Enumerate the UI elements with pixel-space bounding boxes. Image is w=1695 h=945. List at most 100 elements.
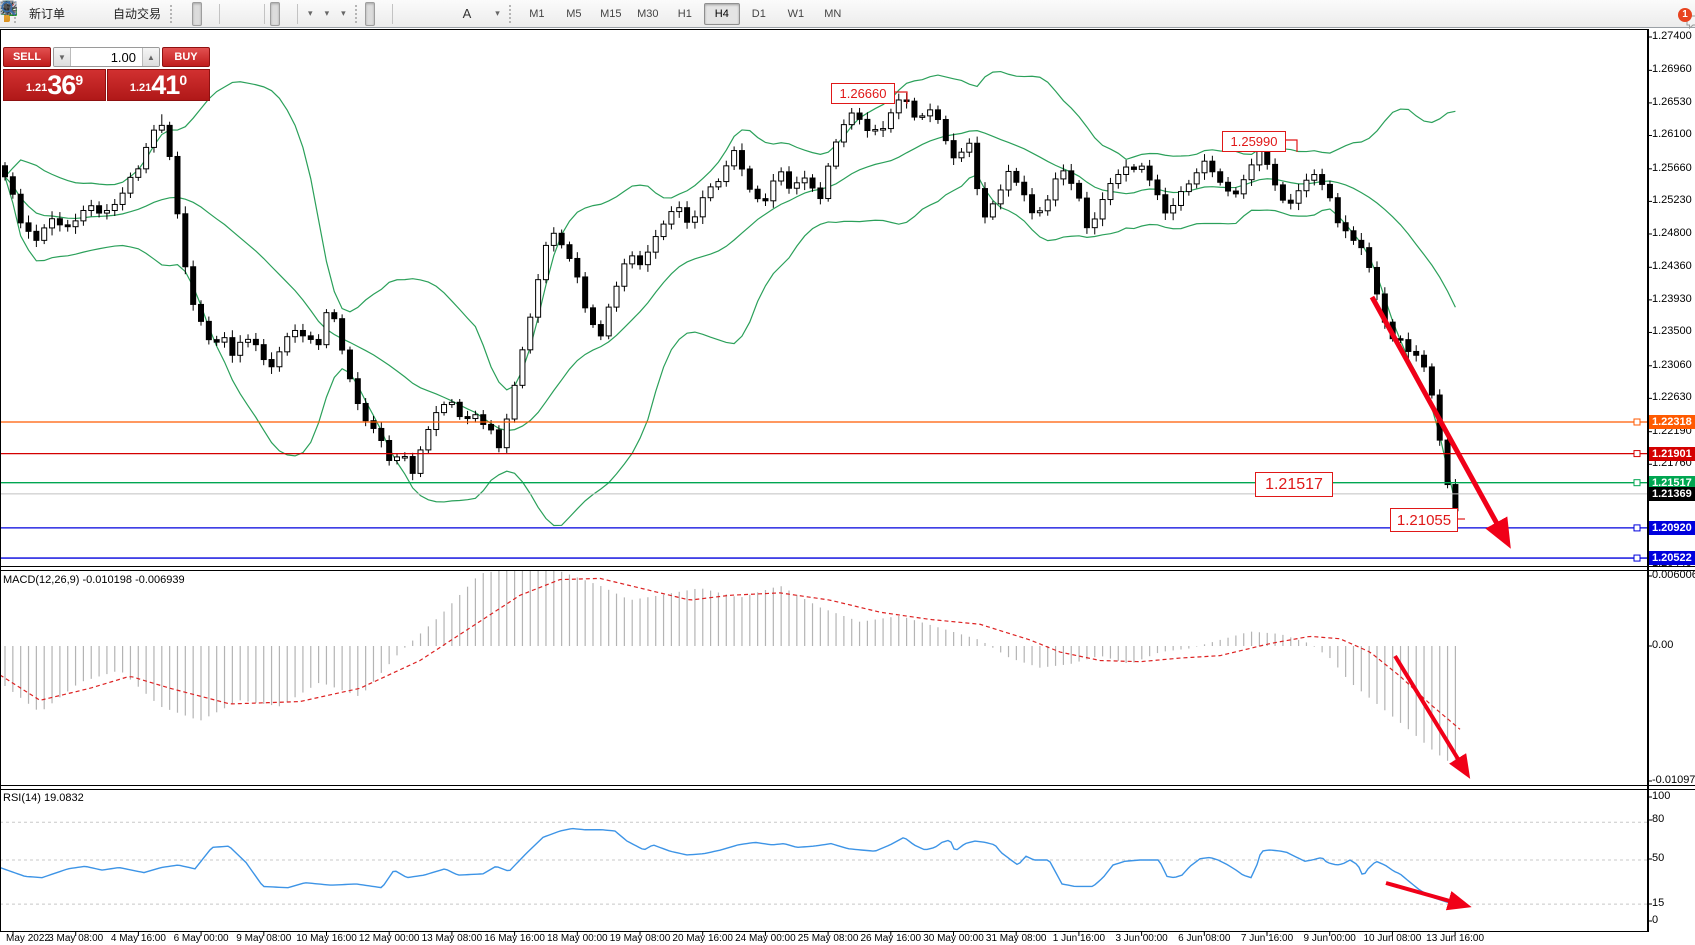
timeframe-m1[interactable]: M1 [529,7,545,20]
candle-down [1029,194,1036,214]
candle-up [519,349,526,386]
timeframe-m30[interactable]: M30 [637,7,659,20]
trendline-tool[interactable] [1,1,432,26]
candle-down [205,320,212,341]
candle-up [80,209,87,222]
trend-arrow-main [1369,295,1511,549]
candle-up [292,329,299,338]
toolbar-grip [508,4,515,23]
candle-down [339,318,346,351]
candle-up [221,337,228,343]
price-tag-1.20522: 1.20522 [1649,551,1695,566]
candle-up [394,456,400,461]
time-axis-label: 20 May 16:00 [672,933,733,944]
price-axis-label: 1.23500 [1652,325,1692,338]
buy-button[interactable]: BUY [162,47,210,67]
candle-up [1123,166,1130,175]
candle-up [323,312,330,346]
candle-up [503,418,510,449]
timeframe-m15[interactable]: M15 [600,7,622,20]
hline-handle [1633,418,1641,426]
price-callout-1.25990[interactable]: 1.25990 [1222,131,1286,152]
price-axis-label: 1.26100 [1652,128,1692,141]
candle-down [1021,181,1028,196]
volume-field[interactable]: 1.00 [110,49,136,65]
sell-price-prefix: 1.21 [25,82,48,94]
buy-price-big: 41 [151,70,180,100]
candle-up [715,181,722,188]
candle-up [111,203,118,211]
timeframe-d1[interactable]: D1 [751,7,766,20]
candle-down [268,359,275,368]
candle-down [456,401,463,418]
candle-up [1303,179,1310,192]
candle-up [707,186,714,199]
candle-up [840,124,847,143]
macd-label: MACD(12,26,9) -0.010198 -0.006939 [3,574,185,586]
candle-up [833,141,840,167]
candle-down [1358,239,1365,249]
dropdown-caret: ▾ [341,8,346,18]
candle-up [1052,178,1059,201]
candle-down [25,222,32,232]
candle-down [934,109,941,121]
timeframe-mn[interactable]: MN [824,7,842,20]
candle-down [252,338,259,346]
bb-lower [4,174,1456,527]
volume-increase-button[interactable]: ▲ [142,48,159,66]
candle-down [1319,174,1326,185]
candle-up [284,336,291,353]
candle-down [370,420,377,429]
price-tag-1.21517: 1.21517 [1649,475,1695,490]
sell-button[interactable]: SELL [3,47,51,67]
candle-up [801,177,808,184]
price-tag-1.20920: 1.20920 [1649,520,1695,535]
candle-up [143,146,150,170]
price-callout-1.26660[interactable]: 1.26660 [831,83,895,104]
price-axis-label: 1.22630 [1652,391,1692,404]
rsi-axis-label: 50 [1652,852,1665,864]
candle-down [331,312,338,320]
timeframe-m5[interactable]: M5 [566,7,582,20]
candle-up [825,165,832,200]
price-callout-1.21517[interactable]: 1.21517 [1255,472,1333,497]
toolbar: 新订单 自动交易 [0,0,1695,29]
candle-up [778,171,785,182]
search-icon[interactable] [0,0,17,17]
timeframe-h4[interactable]: H4 [703,2,740,25]
volume-decrease-button[interactable]: ▼ [54,48,71,66]
candle-up [621,263,628,287]
candle-up [1099,199,1106,220]
buy-price[interactable]: 1.21 41 0 [107,69,210,101]
candle-up [550,232,557,246]
candle-down [362,403,369,422]
candle-down [1413,350,1420,356]
candle-up [1107,183,1114,201]
candle-up [542,244,549,281]
candle-up [731,150,738,167]
candle-up [1295,190,1302,204]
candle-down [1452,484,1459,512]
timeframe-w1[interactable]: W1 [787,7,805,20]
sell-price[interactable]: 1.21 36 9 [3,69,106,101]
candle-up [966,142,973,153]
candle-up [848,112,855,126]
candle-down [762,198,769,202]
text-tool[interactable]: A [458,2,477,26]
timeframe-group: M1 M5 M15 M30 H1 H4 D1 W1 MN [519,2,851,25]
candle-up [668,211,675,225]
candle-up [1060,170,1067,180]
price-callout-1.21055[interactable]: 1.21055 [1390,508,1458,532]
toolbar-separator [219,3,221,24]
candle-up [770,180,777,202]
candle-up [699,197,706,218]
candle-up [691,216,698,223]
candle-down [64,224,71,228]
time-axis-label: 24 May 00:00 [735,933,796,944]
time-axis-label: 13 May 08:00 [421,933,483,944]
rsi-pane [0,821,1648,911]
candle-down [386,439,393,461]
trendline-icon [1,1,15,15]
timeframe-h1[interactable]: H1 [677,7,692,20]
